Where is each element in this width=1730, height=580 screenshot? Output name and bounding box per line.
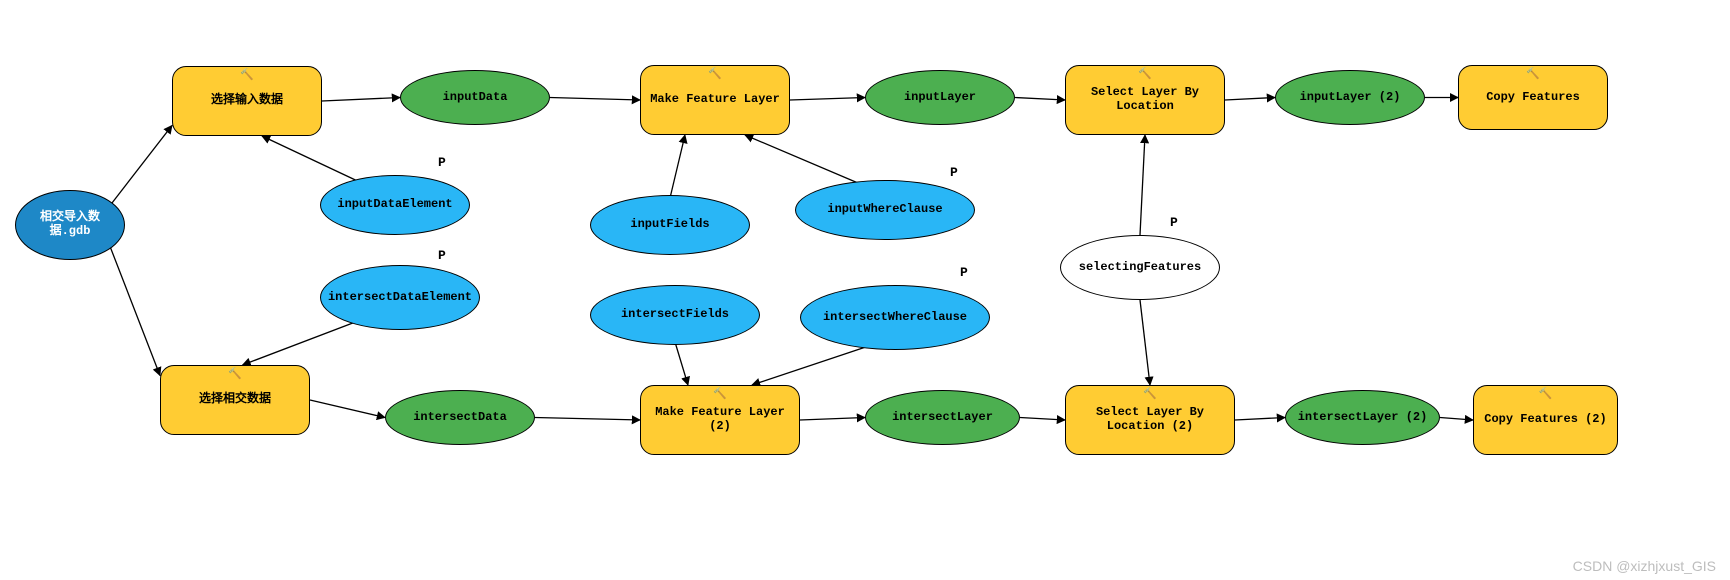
- node-label: intersectLayer (2): [1298, 411, 1428, 425]
- node-label: Make Feature Layer (2): [647, 406, 793, 434]
- hammer-icon: 🔨: [1138, 69, 1152, 82]
- edge-selIntersect-intersectData: [310, 400, 385, 418]
- node-label: inputData: [443, 91, 508, 105]
- edge-src-selInput: [109, 126, 173, 208]
- edge-intersectData-mfl2: [535, 418, 640, 421]
- node-label: 选择相交数据: [199, 393, 271, 407]
- node-label: intersectData: [413, 411, 507, 425]
- node-label: 相交导入数据.gdb: [22, 211, 118, 239]
- hammer-icon: 🔨: [708, 69, 722, 82]
- node-label: inputLayer: [904, 91, 976, 105]
- node-copy1[interactable]: 🔨 Copy Features: [1458, 65, 1608, 130]
- node-intersectData[interactable]: intersectData: [385, 390, 535, 445]
- node-label: Make Feature Layer: [650, 93, 780, 107]
- node-label: intersectLayer: [892, 411, 993, 425]
- edge-inputFields-mfl1: [670, 135, 685, 198]
- node-selIntersect[interactable]: 🔨 选择相交数据: [160, 365, 310, 435]
- edge-intersectDataEl-selIntersect: [243, 320, 361, 365]
- edge-inputLayer-slbl1: [1015, 98, 1065, 101]
- node-selectingFeat[interactable]: selectingFeatures: [1060, 235, 1220, 300]
- node-label: intersectDataElement: [328, 291, 472, 305]
- node-label: Copy Features (2): [1484, 413, 1606, 427]
- node-copy2[interactable]: 🔨 Copy Features (2): [1473, 385, 1618, 455]
- edge-selectingFeat-slbl2: [1140, 300, 1150, 385]
- node-mfl1[interactable]: 🔨 Make Feature Layer: [640, 65, 790, 135]
- parameter-p-label: P: [960, 265, 968, 280]
- hammer-icon: 🔨: [228, 369, 242, 382]
- edge-selectingFeat-slbl1: [1140, 135, 1145, 235]
- node-inputLayer[interactable]: inputLayer: [865, 70, 1015, 125]
- node-label: 选择输入数据: [211, 94, 283, 108]
- hammer-icon: 🔨: [240, 70, 254, 83]
- node-slbl2[interactable]: 🔨 Select Layer By Location (2): [1065, 385, 1235, 455]
- hammer-icon: 🔨: [713, 389, 727, 402]
- node-label: inputLayer (2): [1300, 91, 1401, 105]
- node-label: inputFields: [630, 218, 709, 232]
- node-intersectLayer2[interactable]: intersectLayer (2): [1285, 390, 1440, 445]
- parameter-p-label: P: [438, 248, 446, 263]
- edge-inputData-mfl1: [550, 98, 640, 101]
- node-inputLayer2[interactable]: inputLayer (2): [1275, 70, 1425, 125]
- node-intersectFields[interactable]: intersectFields: [590, 285, 760, 345]
- node-selInput[interactable]: 🔨 选择输入数据: [172, 66, 322, 136]
- node-intersectLayer[interactable]: intersectLayer: [865, 390, 1020, 445]
- node-inputDataEl[interactable]: inputDataElement: [320, 175, 470, 235]
- hammer-icon: 🔨: [1143, 389, 1157, 402]
- edge-slbl2-intersectLayer2: [1235, 418, 1285, 421]
- edge-selInput-inputData: [322, 98, 400, 102]
- parameter-p-label: P: [438, 155, 446, 170]
- hammer-icon: 🔨: [1539, 389, 1553, 402]
- parameter-p-label: P: [950, 165, 958, 180]
- node-src[interactable]: 相交导入数据.gdb: [15, 190, 125, 260]
- parameter-p-label: P: [1170, 215, 1178, 230]
- node-label: Select Layer By Location: [1072, 86, 1218, 114]
- node-label: inputDataElement: [337, 198, 452, 212]
- node-intersectDataEl[interactable]: intersectDataElement: [320, 265, 480, 330]
- edge-mfl2-intersectLayer: [800, 418, 865, 421]
- edge-src-selIntersect: [109, 243, 161, 376]
- node-inputWhere[interactable]: inputWhereClause: [795, 180, 975, 240]
- edge-slbl1-inputLayer2: [1225, 98, 1275, 101]
- node-label: Select Layer By Location (2): [1072, 406, 1228, 434]
- node-label: intersectFields: [621, 308, 729, 322]
- edge-inputWhere-mfl1: [745, 135, 858, 183]
- edge-mfl1-inputLayer: [790, 98, 865, 101]
- edge-inputDataEl-selInput: [262, 136, 358, 181]
- watermark: CSDN @xizhjxust_GIS: [1573, 558, 1716, 574]
- node-label: intersectWhereClause: [823, 311, 967, 325]
- edge-intersectWhere-mfl2: [752, 347, 867, 385]
- node-inputData[interactable]: inputData: [400, 70, 550, 125]
- edge-intersectLayer2-copy2: [1440, 418, 1473, 421]
- hammer-icon: 🔨: [1526, 69, 1540, 82]
- edge-intersectLayer-slbl2: [1020, 418, 1065, 421]
- node-label: selectingFeatures: [1079, 261, 1201, 275]
- node-label: Copy Features: [1486, 91, 1580, 105]
- node-inputFields[interactable]: inputFields: [590, 195, 750, 255]
- node-intersectWhere[interactable]: intersectWhereClause: [800, 285, 990, 350]
- node-label: inputWhereClause: [827, 203, 942, 217]
- edge-intersectFields-mfl2: [675, 342, 688, 385]
- node-slbl1[interactable]: 🔨 Select Layer By Location: [1065, 65, 1225, 135]
- node-mfl2[interactable]: 🔨 Make Feature Layer (2): [640, 385, 800, 455]
